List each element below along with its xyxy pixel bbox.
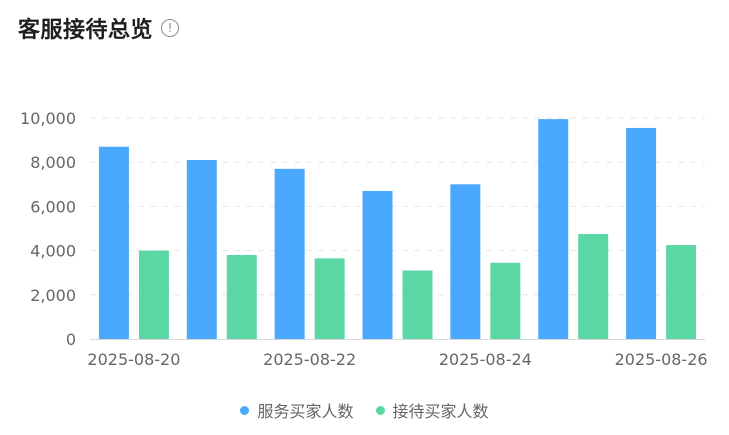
bar-reception xyxy=(314,258,345,339)
x-tick-label: 2025-08-24 xyxy=(439,350,532,369)
legend-item-reception[interactable]: 接待买家人数 xyxy=(375,398,489,422)
bar-chart: 0 2,000 4,000 6,000 8,000 10,000 2025-08-20 202… xyxy=(20,109,708,369)
header: 客服接待总览 ! xyxy=(18,12,180,44)
legend-dot-reception xyxy=(375,405,385,415)
y-tick-label: 4,000 xyxy=(30,242,76,261)
y-tick-label: 0 xyxy=(66,330,76,349)
y-tick-label: 10,000 xyxy=(20,109,76,128)
legend-label-serve: 服务买家人数 xyxy=(257,402,354,421)
y-tick-label: 6,000 xyxy=(30,197,76,216)
y-tick-label: 2,000 xyxy=(30,286,76,305)
bar-serve xyxy=(186,159,217,339)
bar-reception xyxy=(402,270,433,339)
info-icon[interactable]: ! xyxy=(161,19,180,37)
bar-reception xyxy=(666,245,697,339)
legend-label-reception: 接待买家人数 xyxy=(392,402,489,421)
bar-reception xyxy=(490,262,521,339)
y-tick-label: 8,000 xyxy=(30,153,76,172)
legend-item-serve[interactable]: 服务买家人数 xyxy=(240,398,354,422)
x-tick-label: 2025-08-26 xyxy=(615,350,708,369)
bar-serve xyxy=(362,190,393,339)
legend-dot-serve xyxy=(240,405,250,415)
bar-reception xyxy=(578,234,609,339)
bar-serve xyxy=(274,168,305,339)
bar-reception xyxy=(138,250,169,339)
bar-serve xyxy=(98,146,129,339)
bar-serve xyxy=(450,184,481,339)
bar-reception xyxy=(226,255,257,339)
page-title: 客服接待总览 xyxy=(18,18,154,43)
x-tick-label: 2025-08-22 xyxy=(263,350,356,369)
legend: 服务买家人数 接待买家人数 xyxy=(0,398,729,422)
bar-serve xyxy=(626,127,657,339)
x-tick-label: 2025-08-20 xyxy=(87,350,180,369)
bar-serve xyxy=(538,119,569,339)
